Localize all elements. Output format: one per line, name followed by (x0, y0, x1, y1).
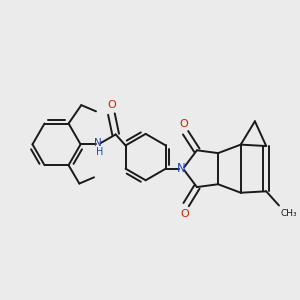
Text: O: O (180, 209, 189, 219)
Text: H: H (96, 147, 103, 157)
Text: O: O (180, 119, 188, 129)
Text: O: O (107, 100, 116, 110)
Text: N: N (177, 162, 186, 175)
Text: N: N (94, 138, 102, 148)
Text: CH₃: CH₃ (280, 209, 297, 218)
